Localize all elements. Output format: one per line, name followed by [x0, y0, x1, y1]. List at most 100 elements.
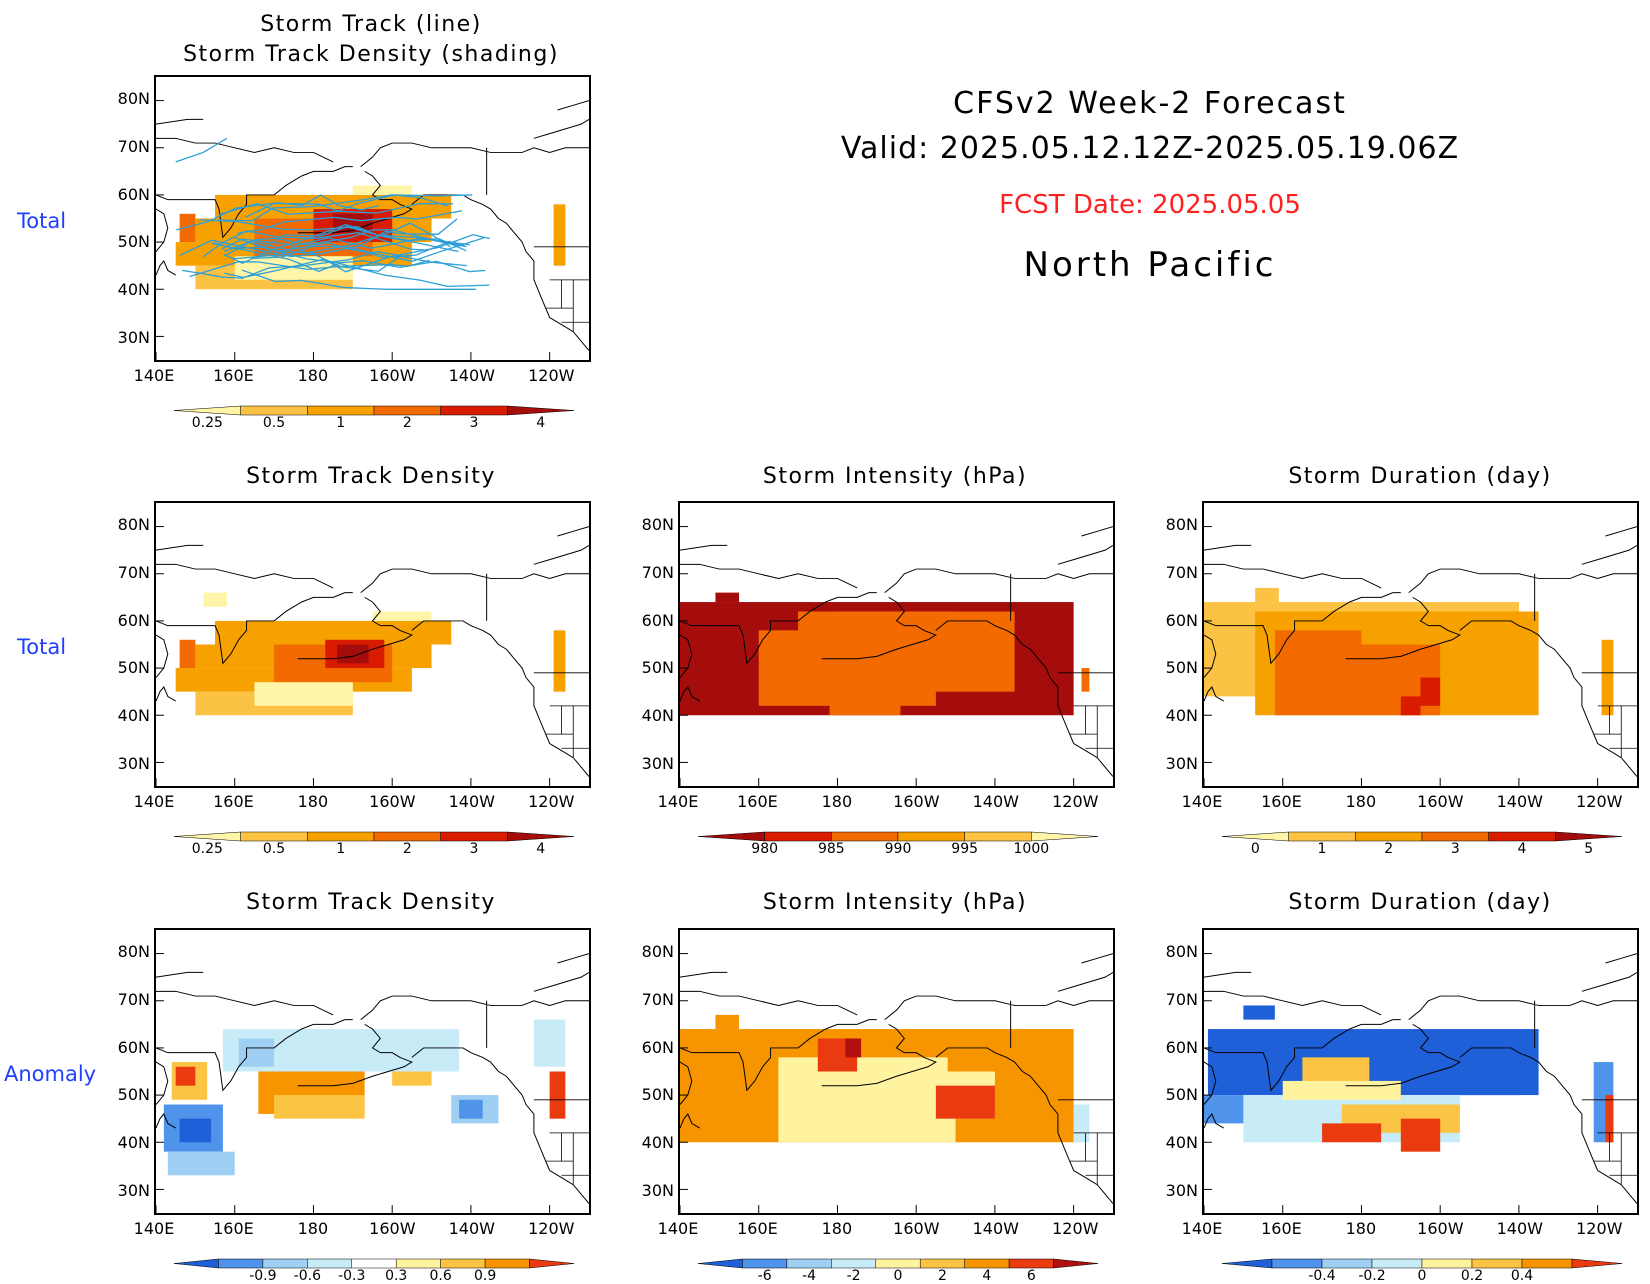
lon-tick-label: 180 [1345, 1219, 1377, 1238]
colorbar-label: 4 [536, 415, 546, 431]
row-label-total-1: Total [17, 209, 67, 233]
lat-tick-label: 50N [117, 658, 150, 678]
coastline [1204, 526, 1637, 777]
lon-tick-label: 160E [213, 792, 254, 811]
p1-title-line-1: Storm Track (line) [260, 12, 482, 37]
lat-tick-label: 30N [117, 328, 150, 348]
lat-tick-label: 50N [641, 658, 674, 678]
colorbar-swatch [697, 831, 765, 842]
shaded-cell [254, 682, 353, 706]
lon-tick-label: 120W [1052, 1219, 1099, 1238]
lon-tick-label: 140W [1496, 1219, 1543, 1238]
lat-tick-label: 30N [641, 754, 674, 774]
p7-shading [1204, 1005, 1614, 1152]
p6-plot [680, 953, 1113, 1213]
lon-tick-label: 140W [972, 1219, 1019, 1238]
colorbar-label: 990 [884, 841, 912, 857]
shaded-cell [549, 1071, 566, 1119]
colorbar-swatch [1555, 831, 1623, 842]
lon-tick-label: 120W [1052, 792, 1099, 811]
colorbar-swatch [1371, 1258, 1423, 1269]
colorbar-label: 0.2 [1460, 1268, 1484, 1284]
shaded-cell [1282, 1080, 1401, 1100]
colorbar-swatch [307, 1258, 353, 1269]
colorbar-label: 1000 [1013, 841, 1050, 857]
p4-title-line-1: Storm Duration (day) [1288, 464, 1552, 489]
lon-tick-label: 180 [297, 366, 329, 385]
p5-shading [163, 1019, 566, 1176]
colorbar-swatch [440, 1258, 486, 1269]
colorbar-swatch [307, 831, 375, 842]
colorbar-label: 995 [951, 841, 979, 857]
lon-tick-label: 180 [821, 1219, 853, 1238]
political-borders [1057, 672, 1113, 758]
lon-tick-label: 140W [448, 1219, 495, 1238]
lon-tick-label: 140E [133, 792, 175, 811]
storm-track-line [232, 237, 470, 260]
colorbar-swatch [831, 831, 899, 842]
colorbar-swatch [1355, 831, 1423, 842]
colorbar-label: 0.5 [262, 415, 286, 431]
colorbar-swatch [1221, 1258, 1273, 1269]
coastline [680, 953, 1113, 1204]
p2-shading [175, 592, 566, 716]
lat-tick-label: 50N [1165, 1085, 1198, 1105]
colorbar-swatch [1571, 1258, 1623, 1269]
lat-tick-label: 60N [1165, 610, 1198, 630]
lat-tick-label: 60N [117, 184, 150, 204]
shaded-cell [1243, 1005, 1275, 1020]
lat-tick-label: 80N [1165, 941, 1198, 961]
shaded-cell [1081, 668, 1090, 692]
colorbar-swatch [1031, 831, 1099, 842]
lon-tick-label: 160W [893, 792, 940, 811]
shaded-cell [179, 213, 196, 243]
colorbar-swatch [373, 831, 441, 842]
colorbar-swatch [964, 831, 1032, 842]
colorbar-swatch [1053, 1258, 1099, 1269]
shaded-cell [203, 592, 227, 607]
lat-tick-label: 70N [117, 562, 150, 582]
political-borders [533, 672, 589, 758]
lon-tick-label: 160W [369, 1219, 416, 1238]
p7-plot [1204, 953, 1637, 1213]
lat-tick-label: 60N [117, 610, 150, 630]
colorbar-swatch [831, 1258, 877, 1269]
shaded-cell [1361, 611, 1500, 645]
shaded-cell [274, 1095, 365, 1119]
lat-tick-label: 80N [117, 941, 150, 961]
p5-title: Storm Track Density [121, 888, 621, 918]
region-name: North Pacific [1023, 245, 1277, 285]
colorbar-swatch [173, 405, 241, 416]
colorbar-label: 2 [402, 841, 412, 857]
shaded-cell [352, 185, 412, 195]
p6-title-line-1: Storm Intensity (hPa) [762, 890, 1028, 915]
p5-plot [156, 953, 589, 1213]
storm-track-line [182, 250, 410, 279]
colorbar-swatch [1288, 831, 1356, 842]
p1-plot [156, 100, 589, 360]
colorbar-swatch [395, 1258, 441, 1269]
p5-colorbar [173, 1258, 575, 1269]
colorbar-swatch [1271, 1258, 1323, 1269]
lat-tick-label: 50N [641, 1085, 674, 1105]
figure-title: CFSv2 Week-2 Forecast [953, 86, 1347, 121]
p1-title: Storm Track (line) Storm Track Density (s… [121, 10, 621, 70]
storm-tracks [175, 137, 490, 290]
colorbar-label: 0.25 [191, 415, 223, 431]
lon-tick-label: 140E [1181, 1219, 1223, 1238]
colorbar-swatch [507, 831, 575, 842]
shaded-cell [372, 611, 432, 621]
p6-shading [680, 1014, 1090, 1143]
lat-tick-label: 50N [117, 232, 150, 252]
lat-tick-label: 30N [117, 1181, 150, 1201]
p4-colorbar [1221, 831, 1623, 842]
colorbar-swatch [1008, 1258, 1054, 1269]
political-borders [1581, 1099, 1637, 1185]
shaded-cell [1322, 1123, 1382, 1143]
lon-tick-label: 160W [893, 1219, 940, 1238]
colorbar-swatch [742, 1258, 788, 1269]
p4-map [1202, 501, 1639, 788]
colorbar-swatch [262, 1258, 308, 1269]
shaded-cell [778, 1057, 956, 1143]
colorbar-label: 3 [469, 415, 479, 431]
